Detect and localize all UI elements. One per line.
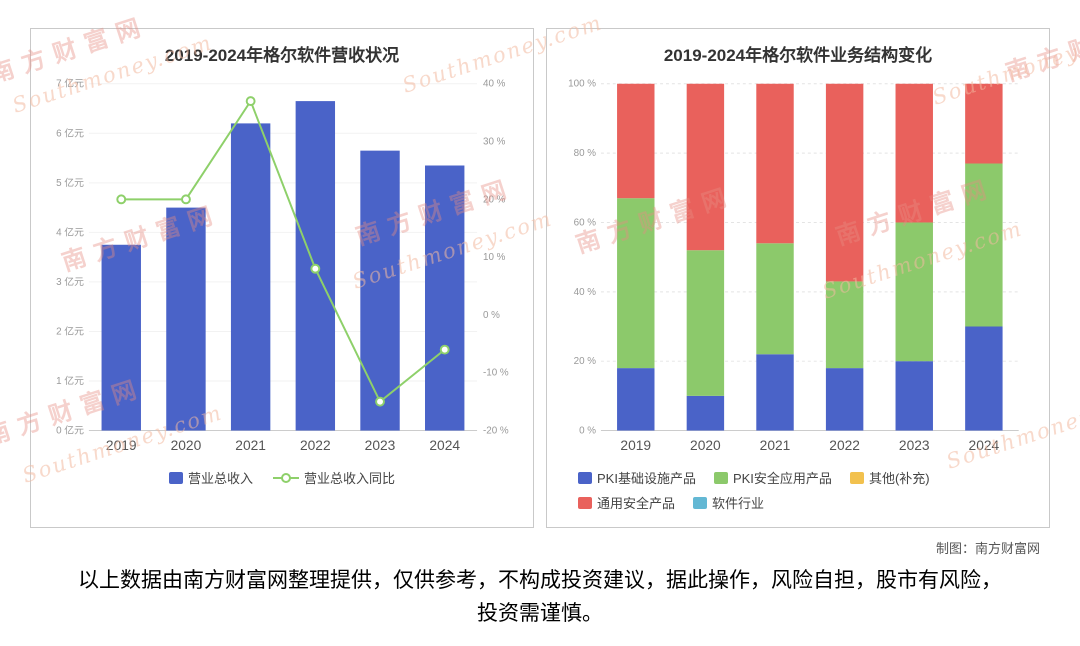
series-color-swatch	[693, 496, 708, 509]
series-color-swatch	[849, 471, 864, 484]
yoy-line-point	[116, 194, 127, 205]
stacked-bar-segment	[825, 83, 864, 282]
x-tick-label: 2022	[829, 438, 860, 453]
left-axis-tick-label: 5 亿元	[56, 176, 84, 189]
revenue-chart-title: 2019-2024年格尔软件营收状况	[164, 46, 400, 65]
revenue-chart-canvas: 0 亿元 1 亿元 2 亿元 3 亿元 4 亿元 5 亿元 6 亿元 7 亿元 -20 % -10…	[56, 77, 509, 454]
revenue-chart: 0 亿元 1 亿元 2 亿元 3 亿元 4 亿元 5 亿元 6 亿元 7 亿元 -20 % -10…	[37, 68, 527, 466]
stacked-bar-segment	[617, 198, 655, 369]
structure-chart-panel: 2019-2024年格尔软件业务结构变化 0 % 20 % 40 % 60 % 80 %…	[546, 28, 1050, 528]
stacked-bar-segment	[965, 83, 1003, 164]
legend-item[interactable]: PKI基础设施产品	[578, 468, 696, 487]
right-axis-tick-label: 20 %	[483, 194, 506, 205]
yoy-line-point	[375, 396, 385, 407]
legend-label: PKI基础设施产品	[597, 471, 696, 486]
stacked-bar-segment	[825, 281, 864, 369]
y-axis-tick-label: 0 %	[579, 425, 596, 436]
stacked-bar-segment	[686, 395, 725, 431]
revenue-chart-legend: 营业总收入 营业总收入同比	[37, 468, 527, 487]
legend-label: 其他(补充)	[868, 471, 930, 486]
structure-chart: 0 % 20 % 40 % 60 % 80 % 100 % 2019 2020 2021 2022…	[553, 68, 1043, 466]
revenue-bar	[230, 123, 271, 431]
stacked-bar-segment	[895, 83, 933, 223]
y-axis-tick-label: 100 %	[568, 79, 596, 90]
y-axis-tick-label: 80 %	[574, 148, 597, 159]
x-tick-label: 2019	[106, 438, 137, 453]
revenue-chart-panel: 2019-2024年格尔软件营收状况 0 亿元 1 亿元 2 亿元 3 亿元 4 亿元 5…	[30, 28, 534, 528]
stacked-bar-segment	[965, 163, 1003, 327]
legend-label: 软件行业	[712, 496, 765, 511]
stacked-bar-segment	[965, 326, 1003, 431]
stacked-bar-segment	[895, 222, 933, 362]
legend-item[interactable]: 营业总收入	[168, 468, 253, 487]
right-axis-tick-label: 0 %	[483, 310, 500, 321]
y-axis-tick-label: 60 %	[574, 217, 597, 228]
series-color-swatch	[168, 471, 183, 484]
legend-label: PKI安全应用产品	[732, 471, 832, 486]
stacked-bar-segment	[686, 83, 725, 251]
stacked-bar-segment	[617, 83, 655, 199]
legend-item[interactable]: 通用安全产品	[578, 493, 675, 512]
right-axis-tick-label: 30 %	[483, 137, 506, 148]
revenue-bar	[101, 244, 141, 431]
stacked-bar-segment	[895, 361, 933, 431]
x-tick-label: 2021	[235, 438, 266, 453]
stacked-bar-segment	[756, 243, 794, 355]
x-tick-label: 2024	[969, 438, 1000, 453]
legend-item[interactable]: 软件行业	[693, 493, 764, 512]
credit: 制图：南方财富网	[935, 541, 1040, 556]
left-axis-tick-label: 1 亿元	[56, 374, 84, 387]
right-axis-tick-label: 40 %	[483, 79, 506, 90]
left-axis-tick-label: 4 亿元	[56, 225, 84, 238]
revenue-bar	[360, 150, 400, 431]
revenue-bar	[425, 165, 465, 431]
yoy-line	[121, 98, 446, 404]
stacked-bar-segment	[756, 83, 794, 244]
disclaimer: 以上数据由南方财富网整理提供，仅供参考，不构成投资建议，据此操作，风险自担，股市…	[78, 569, 1002, 625]
charts-row: 2019-2024年格尔软件营收状况 0 亿元 1 亿元 2 亿元 3 亿元 4 亿元 5…	[30, 28, 1050, 528]
x-tick-label: 2020	[690, 438, 721, 453]
legend-item[interactable]: PKI安全应用产品	[713, 468, 832, 487]
left-axis-tick-label: 6 亿元	[56, 126, 84, 139]
y-axis-tick-label: 20 %	[574, 356, 597, 367]
x-tick-label: 2021	[760, 438, 791, 453]
x-tick-label: 2024	[429, 438, 460, 453]
right-axis-tick-label: 10 %	[483, 252, 506, 263]
line-marker-icon	[273, 472, 299, 484]
series-color-swatch	[578, 496, 592, 509]
x-tick-label: 2022	[300, 438, 331, 453]
left-axis-tick-label: 0 亿元	[56, 423, 84, 436]
left-axis-tick-label: 2 亿元	[56, 324, 84, 337]
right-axis-tick-label: -20 %	[483, 425, 509, 436]
yoy-line-point	[439, 344, 450, 355]
series-color-swatch	[713, 471, 728, 484]
stacked-bar-segment	[617, 368, 655, 431]
x-tick-label: 2020	[171, 438, 202, 453]
legend-item[interactable]: 其他(补充)	[849, 468, 930, 487]
structure-chart-title: 2019-2024年格尔软件业务结构变化	[663, 46, 933, 65]
x-tick-label: 2023	[899, 438, 930, 453]
yoy-line-point	[181, 194, 191, 205]
series-color-swatch	[578, 471, 592, 484]
legend-label: 营业总收入	[187, 471, 253, 486]
y-axis-tick-label: 40 %	[574, 287, 597, 298]
left-axis-tick-label: 3 亿元	[56, 275, 84, 288]
structure-chart-legend: PKI基础设施产品 PKI安全应用产品 其他(补充) 通用安全产品 软件行业	[578, 468, 1018, 512]
yoy-line-point	[310, 263, 321, 274]
stacked-bar-segment	[756, 354, 794, 431]
structure-chart-canvas: 0 % 20 % 40 % 60 % 80 % 100 % 2019 2020 2021 2022…	[568, 79, 1019, 453]
legend-item[interactable]: 营业总收入同比	[273, 468, 395, 487]
legend-label: 营业总收入同比	[304, 471, 396, 486]
stacked-bar-segment	[825, 368, 864, 431]
stacked-bar-segment	[686, 250, 725, 396]
x-tick-label: 2023	[365, 438, 396, 453]
x-tick-label: 2019	[620, 438, 651, 453]
legend-label: 通用安全产品	[597, 496, 676, 511]
yoy-line-point	[245, 96, 256, 107]
left-axis-tick-label: 7 亿元	[56, 77, 84, 90]
revenue-bar	[166, 207, 206, 431]
right-axis-tick-label: -10 %	[483, 368, 509, 379]
